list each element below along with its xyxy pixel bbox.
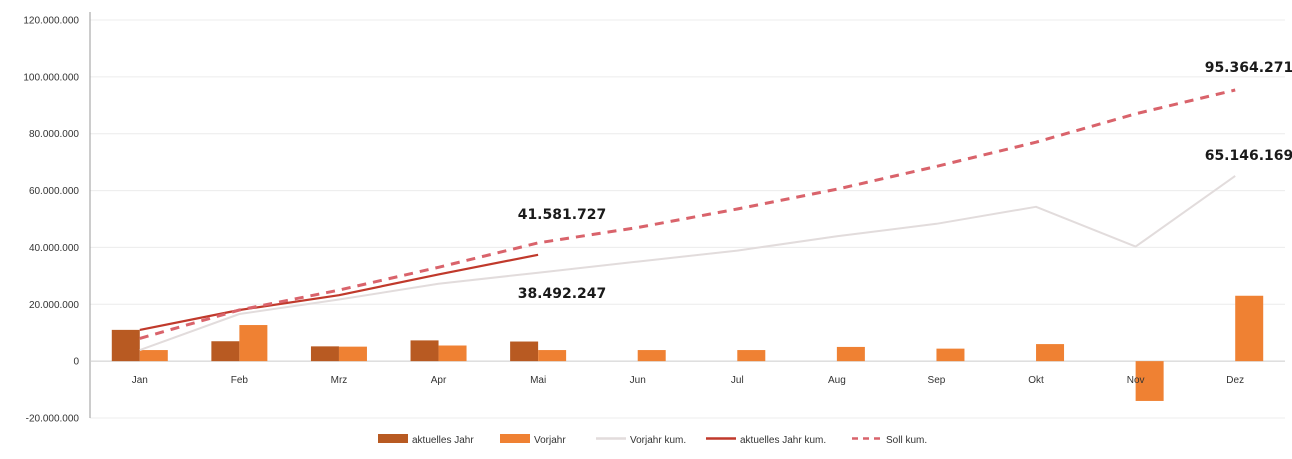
legend-label: Soll kum. [886,435,927,446]
legend-swatch [500,434,530,443]
line-vorjahr-kum [139,175,1236,352]
data-label: 38.492.247 [518,286,607,302]
x-tick-label: Mrz [331,375,348,386]
data-label: 65.146.169 [1205,148,1292,164]
bar-vorjahr [1135,361,1164,401]
line-aktuelles-jahr-kum [139,253,539,331]
x-tick-label: Apr [431,375,447,386]
bar-aktuelles-jahr [310,346,339,362]
x-tick-label: Aug [828,375,846,386]
bar-vorjahr [1036,344,1065,362]
data-label: 41.581.727 [518,207,607,223]
y-tick-label: 120.000.000 [23,16,79,27]
bar-aktuelles-jahr [211,341,240,362]
bar-vorjahr [538,350,567,362]
x-tick-label: Jan [132,375,148,386]
x-tick-label: Mai [530,375,546,386]
y-tick-label: 0 [73,357,79,368]
x-tick-label: Jul [731,375,744,386]
y-tick-label: -20.000.000 [26,414,80,425]
bar-aktuelles-jahr [510,341,539,362]
y-tick-label: 80.000.000 [29,129,79,140]
bar-vorjahr [338,346,367,362]
line-soll-kum [139,88,1236,340]
y-tick-label: 40.000.000 [29,243,79,254]
y-tick-label: 60.000.000 [29,186,79,197]
bar-vorjahr [239,325,268,362]
bar-vorjahr [637,350,666,362]
legend-swatch [378,434,408,443]
legend-label: Vorjahr [534,435,566,446]
x-tick-label: Nov [1127,375,1145,386]
bar-vorjahr [139,350,168,362]
bar-aktuelles-jahr [410,340,439,362]
data-label: 95.364.271 [1205,60,1292,76]
bar-vorjahr [936,348,965,362]
legend-label: aktuelles Jahr [412,435,474,446]
x-tick-label: Feb [231,375,249,386]
bar-aktuelles-jahr [111,329,140,362]
x-tick-label: Sep [928,375,946,386]
bar-vorjahr [737,350,766,362]
x-tick-label: Jun [630,375,646,386]
x-tick-label: Dez [1226,375,1244,386]
legend-label: aktuelles Jahr kum. [740,435,826,446]
legend-label: Vorjahr kum. [630,435,686,446]
bar-vorjahr [1235,295,1264,362]
bar-vorjahr [438,345,467,362]
x-tick-label: Okt [1028,375,1044,386]
y-tick-label: 100.000.000 [23,72,79,83]
y-tick-label: 20.000.000 [29,300,79,311]
bar-vorjahr [836,346,865,362]
